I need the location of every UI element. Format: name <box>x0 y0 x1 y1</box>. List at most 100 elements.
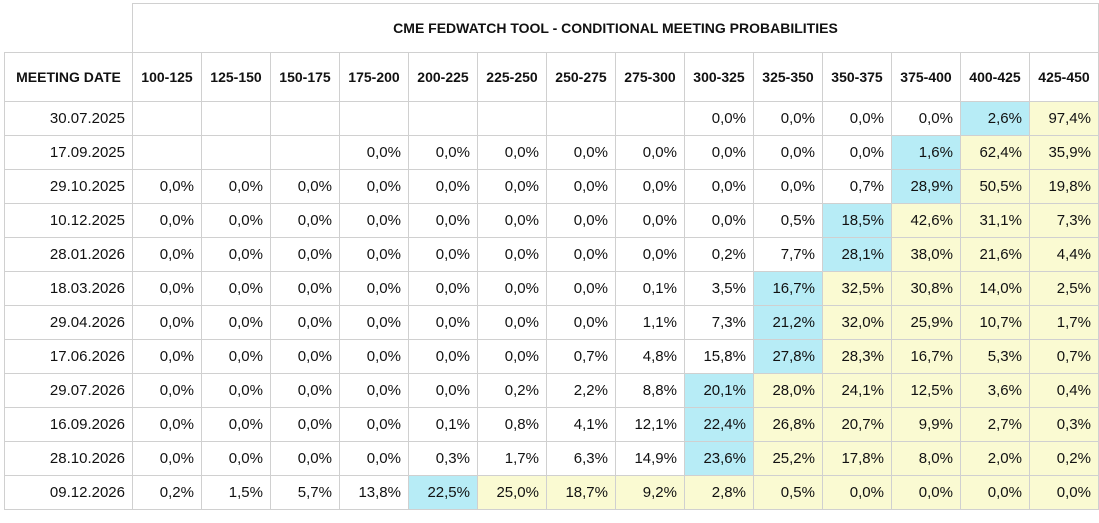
probability-cell: 0,0% <box>891 101 961 136</box>
meeting-date-cell: 09.12.2026 <box>4 475 133 510</box>
probability-cell: 0,0% <box>546 135 616 170</box>
probability-cell: 0,0% <box>615 237 685 272</box>
table-row: 17.06.2026 0,0% 0,0% 0,0% 0,0% 0,0% 0,0% 0,7% 4,… <box>4 339 1099 374</box>
probability-cell: 0,0% <box>339 135 409 170</box>
probability-cell: 0,0% <box>615 169 685 204</box>
column-header-200-225: 200-225 <box>408 52 478 102</box>
probability-cell: 0,0% <box>270 339 340 374</box>
probability-cell: 32,0% <box>822 305 892 340</box>
probability-cell: 0,0% <box>822 135 892 170</box>
probability-cell: 0,2% <box>477 373 547 408</box>
probability-cell: 0,0% <box>339 169 409 204</box>
probability-cell: 10,7% <box>960 305 1030 340</box>
probability-cell: 0,0% <box>270 169 340 204</box>
probability-cell: 0,0% <box>546 203 616 238</box>
probability-cell: 22,4% <box>684 407 754 442</box>
probability-cell: 0,0% <box>132 441 202 476</box>
column-header-300-325: 300-325 <box>684 52 754 102</box>
empty-cell <box>270 135 340 170</box>
meeting-date-cell: 28.01.2026 <box>4 237 133 272</box>
table-row: 10.12.2025 0,0% 0,0% 0,0% 0,0% 0,0% 0,0% 0,0% 0,… <box>4 203 1099 238</box>
empty-cell <box>546 101 616 136</box>
probability-cell: 50,5% <box>960 169 1030 204</box>
probability-cell: 35,9% <box>1029 135 1099 170</box>
column-header-row: MEETING DATE 100-125 125-150 150-175 175-20… <box>4 52 1099 102</box>
probability-cell: 97,4% <box>1029 101 1099 136</box>
probability-cell: 25,2% <box>753 441 823 476</box>
table-row: 18.03.2026 0,0% 0,0% 0,0% 0,0% 0,0% 0,0% 0,0% 0,… <box>4 271 1099 306</box>
probability-cell: 0,2% <box>1029 441 1099 476</box>
meeting-date-cell: 30.07.2025 <box>4 101 133 136</box>
probability-cell: 0,0% <box>477 271 547 306</box>
column-header-175-200: 175-200 <box>339 52 409 102</box>
probability-cell: 0,0% <box>201 237 271 272</box>
probability-cell: 15,8% <box>684 339 754 374</box>
probability-cell: 0,0% <box>339 305 409 340</box>
probability-cell: 0,0% <box>339 237 409 272</box>
meeting-date-cell: 16.09.2026 <box>4 407 133 442</box>
probability-cell: 38,0% <box>891 237 961 272</box>
table-row: 29.10.2025 0,0% 0,0% 0,0% 0,0% 0,0% 0,0% 0,0% 0,… <box>4 169 1099 204</box>
probability-cell: 28,0% <box>753 373 823 408</box>
probability-cell: 0,0% <box>684 203 754 238</box>
probability-cell: 23,6% <box>684 441 754 476</box>
probability-cell: 0,1% <box>615 271 685 306</box>
probability-cell: 0,0% <box>477 237 547 272</box>
empty-cell <box>201 101 271 136</box>
probability-cell: 7,3% <box>684 305 754 340</box>
probability-cell: 5,3% <box>960 339 1030 374</box>
probability-cell: 0,0% <box>339 271 409 306</box>
probability-cell: 18,7% <box>546 475 616 510</box>
probability-cell: 19,8% <box>1029 169 1099 204</box>
corner-cell <box>4 3 133 53</box>
probability-cell: 0,0% <box>201 441 271 476</box>
column-header-125-150: 125-150 <box>201 52 271 102</box>
probability-cell: 1,1% <box>615 305 685 340</box>
table-row: 16.09.2026 0,0% 0,0% 0,0% 0,0% 0,1% 0,8% 4,1% 12… <box>4 407 1099 442</box>
empty-cell <box>132 101 202 136</box>
probability-cell: 0,0% <box>339 203 409 238</box>
probability-cell: 0,0% <box>201 169 271 204</box>
table-body: 30.07.2025 0,0% 0,0% 0,0% 0,0% 2,6% 97,4% 17.09… <box>4 101 1099 510</box>
probability-cell: 0,1% <box>408 407 478 442</box>
probability-cell: 0,0% <box>408 373 478 408</box>
probability-cell: 28,1% <box>822 237 892 272</box>
column-header-225-250: 225-250 <box>477 52 547 102</box>
empty-cell <box>132 135 202 170</box>
probability-cell: 28,3% <box>822 339 892 374</box>
probability-cell: 22,5% <box>408 475 478 510</box>
probability-cell: 0,0% <box>132 373 202 408</box>
probability-cell: 9,2% <box>615 475 685 510</box>
probability-cell: 31,1% <box>960 203 1030 238</box>
probability-cell: 2,8% <box>684 475 754 510</box>
column-header-400-425: 400-425 <box>960 52 1030 102</box>
probability-cell: 0,0% <box>684 135 754 170</box>
probability-cell: 27,8% <box>753 339 823 374</box>
probability-table-container: CME FEDWATCH TOOL - CONDITIONAL MEETING … <box>4 3 1099 510</box>
table-row: 28.10.2026 0,0% 0,0% 0,0% 0,0% 0,3% 1,7% 6,3% 14… <box>4 441 1099 476</box>
probability-cell: 32,5% <box>822 271 892 306</box>
probability-cell: 16,7% <box>753 271 823 306</box>
probability-cell: 0,0% <box>408 237 478 272</box>
probability-cell: 25,9% <box>891 305 961 340</box>
probability-cell: 0,0% <box>339 373 409 408</box>
probability-cell: 0,0% <box>270 373 340 408</box>
probability-table: CME FEDWATCH TOOL - CONDITIONAL MEETING … <box>4 3 1099 510</box>
probability-cell: 5,7% <box>270 475 340 510</box>
probability-cell: 25,0% <box>477 475 547 510</box>
probability-cell: 8,0% <box>891 441 961 476</box>
probability-cell: 0,0% <box>408 203 478 238</box>
probability-cell: 0,0% <box>201 339 271 374</box>
empty-cell <box>408 101 478 136</box>
probability-cell: 4,1% <box>546 407 616 442</box>
probability-cell: 21,6% <box>960 237 1030 272</box>
column-header-275-300: 275-300 <box>615 52 685 102</box>
probability-cell: 13,8% <box>339 475 409 510</box>
probability-cell: 7,3% <box>1029 203 1099 238</box>
probability-cell: 14,9% <box>615 441 685 476</box>
table-row: 29.07.2026 0,0% 0,0% 0,0% 0,0% 0,0% 0,2% 2,2% 8,… <box>4 373 1099 408</box>
probability-cell: 0,0% <box>960 475 1030 510</box>
probability-cell: 0,0% <box>408 169 478 204</box>
probability-cell: 0,0% <box>339 339 409 374</box>
probability-cell: 26,8% <box>753 407 823 442</box>
